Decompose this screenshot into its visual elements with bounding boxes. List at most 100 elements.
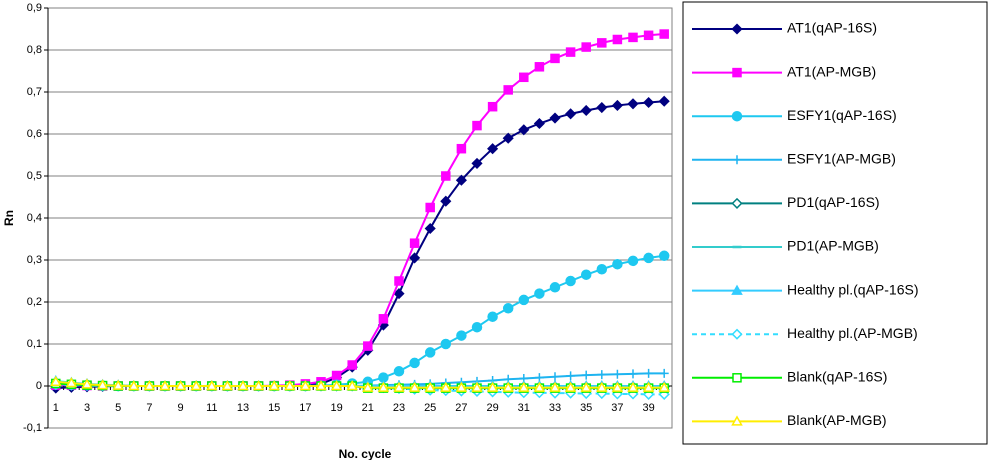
marker	[331, 370, 342, 381]
marker	[564, 381, 577, 392]
marker	[65, 377, 78, 388]
marker	[549, 112, 561, 124]
marker	[659, 368, 669, 378]
marker	[128, 379, 140, 391]
legend-label: Healthy pl.(qAP-16S)	[787, 281, 919, 297]
marker	[221, 379, 234, 391]
marker	[96, 379, 109, 390]
marker	[408, 381, 421, 392]
marker	[503, 85, 513, 95]
series	[50, 375, 670, 392]
x-tick-label: 39	[642, 402, 654, 414]
marker	[486, 381, 499, 392]
y-tick-label: 0,2	[27, 296, 42, 308]
marker	[377, 381, 390, 392]
x-tick-label: 13	[237, 402, 249, 414]
marker	[580, 381, 592, 392]
legend-marker	[732, 373, 742, 383]
legend-label: ESFY1(AP-MGB)	[787, 151, 896, 167]
legend-marker	[732, 67, 742, 78]
marker	[643, 252, 654, 264]
marker	[549, 381, 561, 392]
marker	[628, 32, 638, 43]
marker	[612, 258, 623, 270]
y-tick-label: 0,3	[27, 254, 42, 266]
legend-label: PD1(qAP-16S)	[787, 194, 880, 210]
legend-label: Healthy pl.(AP-MGB)	[787, 325, 918, 341]
marker	[596, 263, 608, 275]
marker	[581, 42, 591, 52]
marker	[393, 288, 405, 300]
marker	[550, 53, 560, 64]
marker	[363, 341, 373, 351]
marker	[394, 276, 404, 286]
marker	[346, 379, 358, 391]
marker	[596, 381, 608, 392]
marker	[533, 117, 545, 130]
x-tick-label: 23	[393, 402, 405, 414]
legend-marker	[731, 23, 743, 35]
legend: AT1(qAP-16S) AT1(AP-MGB) ESFY1(qAP-16S) ESF…	[692, 20, 919, 428]
marker	[143, 379, 156, 391]
x-axis-title: No. cycle	[339, 447, 392, 460]
marker	[315, 379, 327, 391]
marker	[81, 378, 93, 389]
marker	[487, 101, 498, 112]
legend-marker	[731, 284, 743, 295]
marker	[533, 381, 546, 392]
marker	[409, 357, 420, 369]
marker	[565, 275, 576, 287]
marker	[393, 381, 405, 392]
marker	[644, 368, 654, 378]
marker	[611, 99, 623, 112]
marker	[612, 369, 622, 379]
marker	[627, 381, 639, 392]
marker	[565, 108, 577, 120]
marker	[440, 381, 452, 392]
marker	[409, 252, 421, 264]
marker	[159, 379, 171, 391]
marker	[330, 379, 343, 391]
series-line	[55, 380, 665, 389]
marker	[190, 379, 202, 391]
marker	[534, 62, 545, 72]
legend-label: PD1(AP-MGB)	[787, 238, 879, 254]
marker	[565, 47, 576, 57]
x-tick-label: 31	[518, 402, 530, 414]
marker	[502, 381, 514, 392]
y-axis-title: Rn	[2, 210, 16, 226]
marker	[471, 157, 483, 169]
legend-label: AT1(AP-MGB)	[787, 63, 876, 79]
x-tick-label: 9	[178, 402, 184, 414]
y-tick-label: 0,9	[27, 2, 42, 14]
marker	[252, 379, 265, 391]
marker	[112, 379, 124, 390]
marker	[487, 311, 498, 322]
marker	[659, 29, 669, 39]
x-tick-label: 11	[206, 402, 217, 414]
marker	[237, 379, 249, 391]
legend-marker	[732, 155, 742, 165]
marker	[596, 101, 608, 114]
marker	[642, 381, 655, 392]
marker	[534, 288, 545, 299]
x-tick-label: 5	[115, 402, 121, 414]
marker	[471, 321, 483, 333]
marker	[268, 379, 280, 391]
marker	[658, 95, 670, 107]
marker	[456, 143, 467, 154]
marker	[393, 366, 405, 377]
legend-marker	[731, 328, 743, 340]
marker	[472, 120, 482, 131]
marker	[174, 379, 187, 391]
x-tick-label: 3	[84, 402, 90, 414]
marker	[206, 379, 218, 391]
x-tick-label: 15	[268, 402, 280, 414]
marker	[456, 330, 467, 341]
legend-label: Blank(AP-MGB)	[787, 412, 887, 428]
y-tick-label: 0,6	[27, 128, 42, 140]
marker	[425, 202, 435, 213]
marker	[440, 338, 452, 350]
